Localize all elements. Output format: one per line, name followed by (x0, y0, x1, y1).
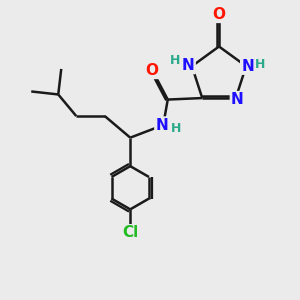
Text: N: N (231, 92, 244, 107)
Text: N: N (182, 58, 195, 73)
Text: O: O (212, 7, 226, 22)
Text: H: H (255, 58, 266, 71)
Text: H: H (171, 122, 181, 135)
Text: O: O (145, 63, 158, 78)
Text: Cl: Cl (122, 225, 138, 240)
Text: N: N (155, 118, 168, 133)
Text: N: N (241, 59, 254, 74)
Text: H: H (170, 54, 181, 67)
